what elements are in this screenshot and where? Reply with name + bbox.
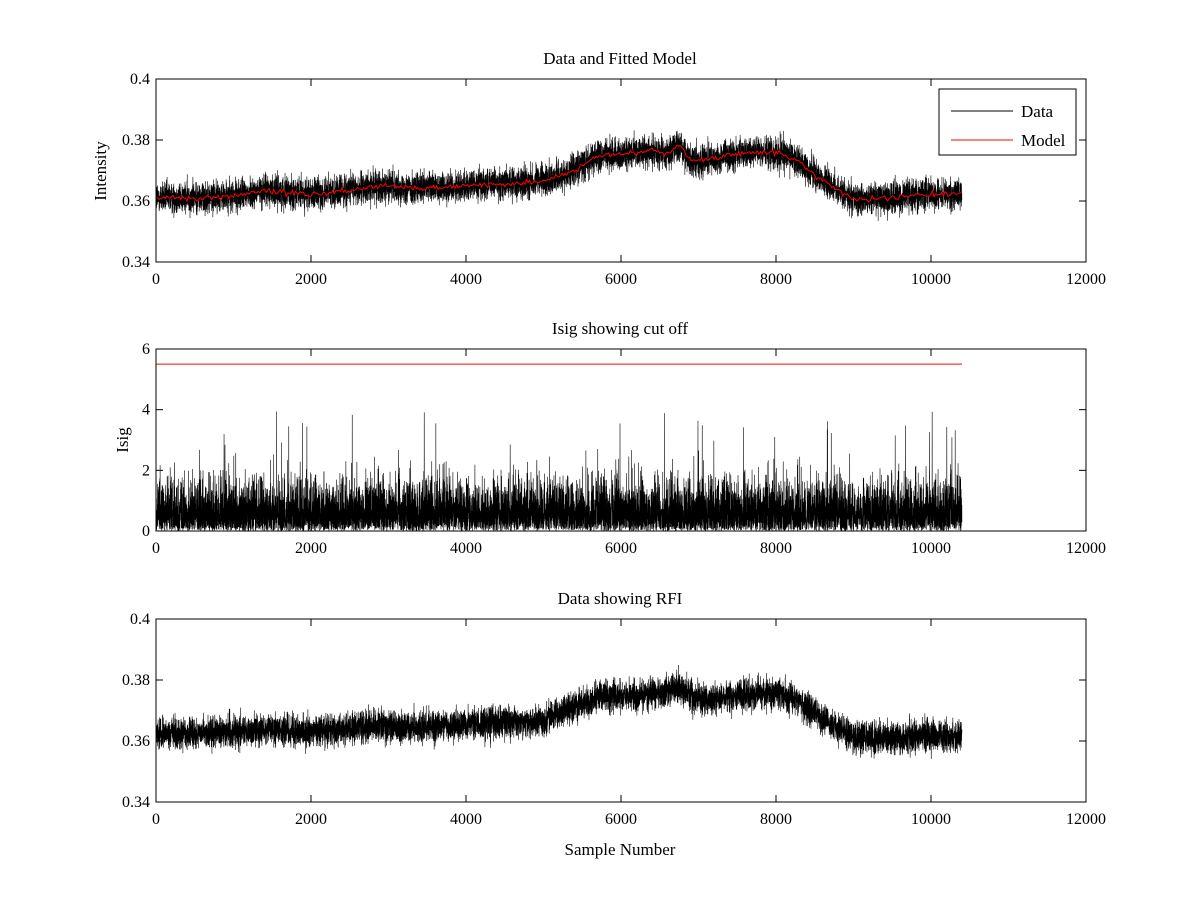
subplot-3-xtick-label: 0 [152, 811, 160, 828]
subplot-1-xtick-label: 2000 [295, 271, 327, 288]
subplot-3-xtick-label: 8000 [760, 811, 792, 828]
subplot-2: Isig showing cut off Isig 0 2000 4000 6000 8… [113, 319, 1106, 557]
subplot-1-series-model [156, 144, 963, 203]
subplot-2-xtick-label: 0 [152, 540, 160, 557]
legend-data-label: Data [1021, 102, 1054, 121]
subplot-3: Data showing RFI Sample Number 0 2000 4000… [122, 589, 1106, 859]
subplot-1-xtick-label: 10000 [911, 271, 951, 288]
subplot-1-xtick-label: 4000 [450, 271, 482, 288]
subplot-2-xtick-label: 8000 [760, 540, 792, 557]
subplot-1-ytick-label: 0.34 [122, 254, 150, 271]
subplot-3-plot-area: 0 2000 4000 6000 8000 10000 12000 0.34 0.36 0.38 0… [122, 611, 1106, 828]
subplot-1-plot-area: 0 2000 4000 6000 8000 10000 12000 0.34 0.36 0.38 0… [122, 71, 1106, 288]
subplot-2-series-data [156, 411, 963, 531]
legend: Data Model [938, 88, 1077, 156]
subplot-3-ytick-label: 0.36 [122, 733, 150, 750]
subplot-3-xtick-label: 4000 [450, 811, 482, 828]
subplot-3-ytick-label: 0.4 [130, 611, 150, 628]
subplot-2-ytick-label: 4 [142, 402, 150, 419]
subplot-1-series-data [156, 130, 963, 221]
subplot-2-xtick-label: 4000 [450, 540, 482, 557]
subplot-2-ytick-label: 2 [142, 462, 150, 479]
subplot-1-xtick-label: 6000 [605, 271, 637, 288]
subplot-3-series-data [156, 664, 963, 760]
subplot-1-xtick-label: 12000 [1066, 271, 1106, 288]
subplot-2-ytick-label: 0 [142, 523, 150, 540]
subplot-2-xtick-label: 2000 [295, 540, 327, 557]
subplot-2-xtick-label: 10000 [911, 540, 951, 557]
subplot-2-xtick-label: 12000 [1066, 540, 1106, 557]
subplot-3-xtick-label: 12000 [1066, 811, 1106, 828]
subplot-2-ylabel: Isig [113, 427, 132, 453]
subplot-3-ytick-label: 0.38 [122, 672, 150, 689]
subplot-1-ylabel: Intensity [91, 141, 110, 201]
subplot-1: Data and Fitted Model Intensity 0 2000 400… [91, 49, 1106, 288]
subplot-2-ytick-label: 6 [142, 341, 150, 358]
subplot-3-xtick-label: 2000 [295, 811, 327, 828]
legend-box [938, 88, 1077, 156]
subplot-3-xtick-label: 10000 [911, 811, 951, 828]
subplot-1-ytick-label: 0.38 [122, 132, 150, 149]
subplot-1-title: Data and Fitted Model [543, 49, 697, 68]
subplot-1-ytick-label: 0.36 [122, 193, 150, 210]
subplot-2-xtick-label: 6000 [605, 540, 637, 557]
subplot-2-title: Isig showing cut off [552, 319, 688, 338]
subplot-3-xlabel: Sample Number [565, 840, 676, 859]
legend-model-label: Model [1021, 131, 1066, 150]
subplot-2-plot-area: 0 2000 4000 6000 8000 10000 12000 0 2 4 6 [142, 341, 1106, 557]
subplot-3-ytick-label: 0.34 [122, 794, 150, 811]
subplot-1-xtick-label: 0 [152, 271, 160, 288]
subplot-1-ytick-label: 0.4 [130, 71, 150, 88]
subplot-1-xtick-label: 8000 [760, 271, 792, 288]
subplot-3-xtick-label: 6000 [605, 811, 637, 828]
subplot-3-title: Data showing RFI [558, 589, 683, 608]
